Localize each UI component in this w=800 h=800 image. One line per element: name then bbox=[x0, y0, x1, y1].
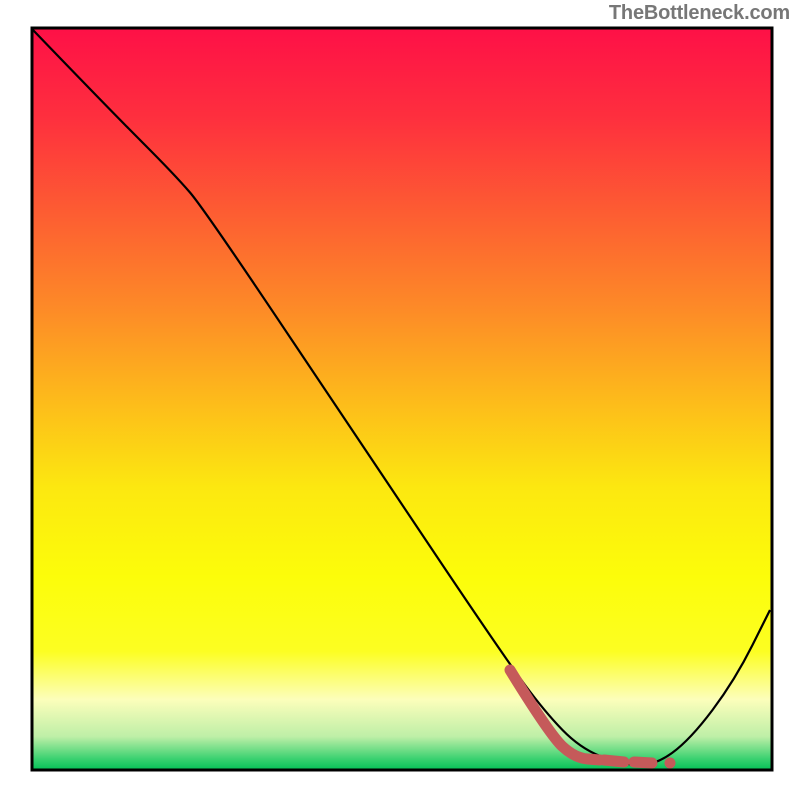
marker-dash bbox=[604, 760, 624, 762]
marker-dash bbox=[634, 762, 652, 763]
plot-background bbox=[32, 28, 772, 770]
chart-svg bbox=[0, 0, 800, 800]
marker-dot bbox=[665, 758, 676, 769]
